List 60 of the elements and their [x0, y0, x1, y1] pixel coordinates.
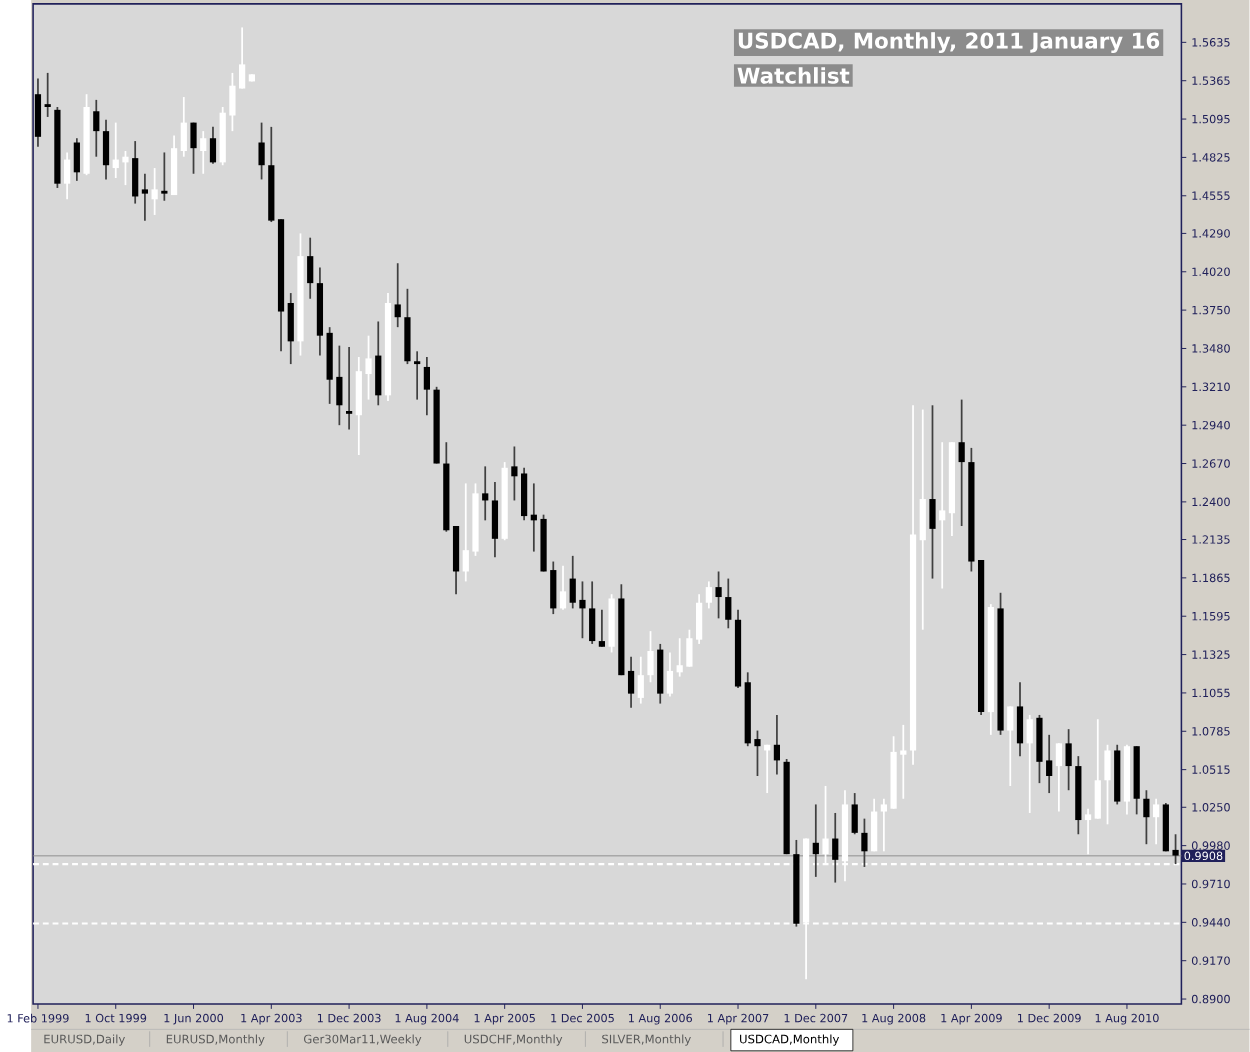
candlestick: [773, 713, 781, 776]
candlestick: [141, 172, 149, 222]
candlestick: [1007, 705, 1014, 787]
candlestick: [861, 817, 868, 868]
candlestick: [1055, 742, 1062, 813]
candlestick: [705, 580, 712, 609]
candlestick: [491, 480, 499, 558]
candlestick: [414, 350, 421, 401]
candlestick: [1153, 797, 1160, 845]
candlestick: [1084, 807, 1092, 855]
text: USDCAD, Monthly, 2011 January 16: [738, 31, 1160, 53]
text: Watchlist: [737, 66, 850, 84]
candlestick: [715, 570, 722, 619]
candlestick: [209, 125, 217, 165]
candlestick: [589, 580, 596, 645]
candlestick: [34, 77, 42, 148]
candlestick: [375, 320, 382, 406]
candlestick: [871, 797, 878, 852]
candlestick: [637, 655, 644, 705]
candlestick: [1026, 713, 1033, 814]
candlestick: [1016, 681, 1024, 757]
candlestick: [1065, 727, 1072, 791]
candlestick: [832, 811, 839, 884]
candlestick: [559, 564, 567, 611]
candlestick: [627, 655, 635, 709]
candlestick: [73, 136, 80, 182]
candlestick: [287, 291, 294, 365]
candlestick: [190, 121, 197, 175]
candlestick: [482, 465, 489, 521]
candlestick: [812, 803, 819, 878]
candlestick: [919, 408, 926, 631]
candlestick: [93, 98, 100, 158]
candlestick: [939, 440, 946, 590]
candlestick: [161, 151, 168, 202]
candlestick: [151, 166, 158, 216]
candlestick: [666, 651, 674, 697]
candlestick: [598, 608, 606, 648]
candlestick: [170, 134, 178, 196]
candlestick: [725, 577, 732, 629]
candlestick: [64, 151, 71, 200]
candlestick: [851, 791, 858, 835]
candlestick: [200, 129, 207, 175]
candlestick: [452, 524, 460, 595]
candlestick: [657, 642, 664, 705]
candlestick: [929, 404, 936, 580]
candlestick: [258, 121, 265, 180]
candlestick: [1094, 717, 1101, 820]
candlestick: [132, 139, 139, 205]
candlestick: [102, 118, 110, 180]
candlestick: [180, 95, 187, 158]
candlestick: [1104, 743, 1111, 825]
candlestick: [958, 398, 965, 527]
candlestick: [404, 287, 411, 365]
candlestick: [345, 345, 353, 430]
candlestick: [307, 236, 314, 300]
candlestick: [44, 71, 51, 118]
candlestick: [1143, 788, 1150, 845]
candlestick: [423, 355, 430, 416]
candlestick: [647, 629, 654, 683]
candlestick: [394, 261, 401, 328]
